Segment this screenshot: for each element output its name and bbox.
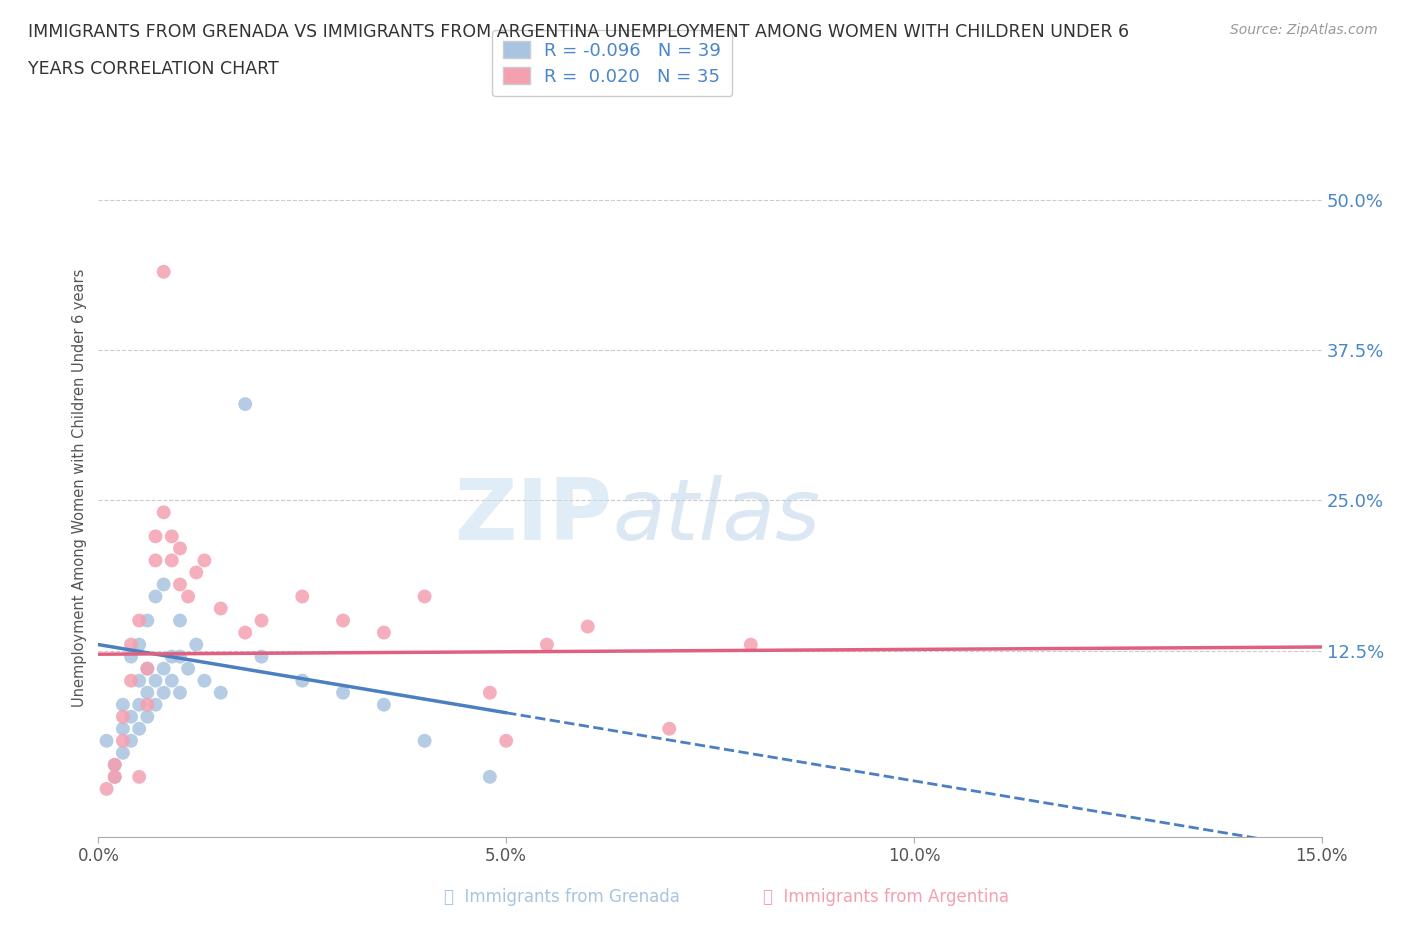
Legend: R = -0.096   N = 39, R =  0.020   N = 35: R = -0.096 N = 39, R = 0.020 N = 35 [492,30,733,97]
Point [136,698,159,712]
Point [145,589,167,604]
Text: Source: ZipAtlas.com: Source: ZipAtlas.com [1230,23,1378,37]
Point [111,734,134,749]
Point [291,673,314,688]
Point [136,710,159,724]
Point [373,625,395,640]
Point [413,734,436,749]
Point [169,613,191,628]
Point [128,673,150,688]
Point [104,769,127,784]
Point [186,565,208,580]
Point [120,637,142,652]
Point [120,649,142,664]
Point [111,710,134,724]
Point [128,769,150,784]
Point [169,685,191,700]
Point [250,613,273,628]
Point [413,589,436,604]
Point [136,613,159,628]
Point [152,685,174,700]
Point [120,734,142,749]
Point [177,661,200,676]
Point [160,529,183,544]
Point [104,769,127,784]
Point [332,685,354,700]
Point [111,722,134,737]
Point [136,685,159,700]
Point [160,673,183,688]
Point [209,601,232,616]
Text: ⬛  Immigrants from Grenada: ⬛ Immigrants from Grenada [444,888,681,907]
Point [186,637,208,652]
Point [136,661,159,676]
Point [104,757,127,772]
Point [536,637,558,652]
Point [104,757,127,772]
Point [128,637,150,652]
Point [233,396,256,411]
Point [193,553,215,568]
Point [128,698,150,712]
Point [495,734,517,749]
Point [169,577,191,591]
Point [478,769,501,784]
Point [160,553,183,568]
Point [145,529,167,544]
Point [145,698,167,712]
Point [152,661,174,676]
Point [152,264,174,279]
Point [332,613,354,628]
Point [658,722,681,737]
Point [169,541,191,556]
Point [120,710,142,724]
Text: ⬛  Immigrants from Argentina: ⬛ Immigrants from Argentina [763,888,1008,907]
Point [145,673,167,688]
Point [136,661,159,676]
Point [111,745,134,760]
Point [128,722,150,737]
Point [152,505,174,520]
Point [209,685,232,700]
Point [478,685,501,700]
Point [233,625,256,640]
Point [250,649,273,664]
Point [160,649,183,664]
Point [96,781,118,796]
Point [128,613,150,628]
Point [291,589,314,604]
Text: ZIP: ZIP [454,474,612,558]
Point [169,649,191,664]
Point [120,673,142,688]
Point [177,589,200,604]
Text: YEARS CORRELATION CHART: YEARS CORRELATION CHART [28,60,278,78]
Point [111,698,134,712]
Point [152,577,174,591]
Point [576,619,599,634]
Point [193,673,215,688]
Point [145,553,167,568]
Text: IMMIGRANTS FROM GRENADA VS IMMIGRANTS FROM ARGENTINA UNEMPLOYMENT AMONG WOMEN WI: IMMIGRANTS FROM GRENADA VS IMMIGRANTS FR… [28,23,1129,41]
Point [373,698,395,712]
Point [740,637,762,652]
Point [96,734,118,749]
Text: atlas: atlas [612,474,820,558]
Y-axis label: Unemployment Among Women with Children Under 6 years: Unemployment Among Women with Children U… [72,269,87,708]
